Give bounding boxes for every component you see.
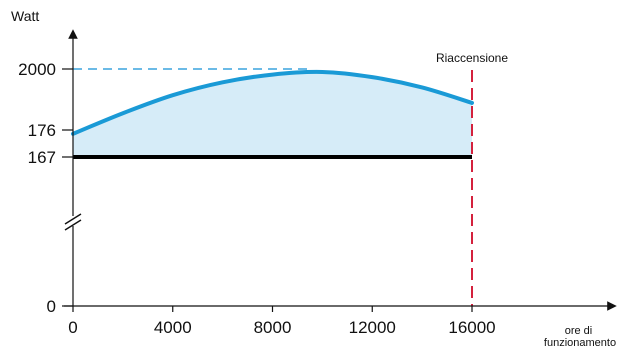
y-tick-label: 0 xyxy=(47,297,56,316)
x-axis-label: ore di funzionamento xyxy=(544,325,616,349)
x-axis-label-line2: funzionamento xyxy=(544,337,616,349)
x-tick-label: 16000 xyxy=(448,318,495,337)
y-tick-label: 2000 xyxy=(18,60,56,79)
relight-label: Riaccensione xyxy=(436,51,508,65)
x-tick-label: 12000 xyxy=(349,318,396,337)
y-axis-label: Watt xyxy=(11,8,39,24)
x-tick-label: 4000 xyxy=(154,318,192,337)
axis-break-icon xyxy=(64,213,82,231)
x-tick-label: 8000 xyxy=(254,318,292,337)
y-tick-label: 167 xyxy=(28,148,56,167)
x-tick-label: 0 xyxy=(68,318,77,337)
shaded-area xyxy=(73,71,472,157)
y-tick-label: 176 xyxy=(28,121,56,140)
series-curve xyxy=(71,69,474,136)
x-axis-label-line1: ore di xyxy=(565,325,593,337)
